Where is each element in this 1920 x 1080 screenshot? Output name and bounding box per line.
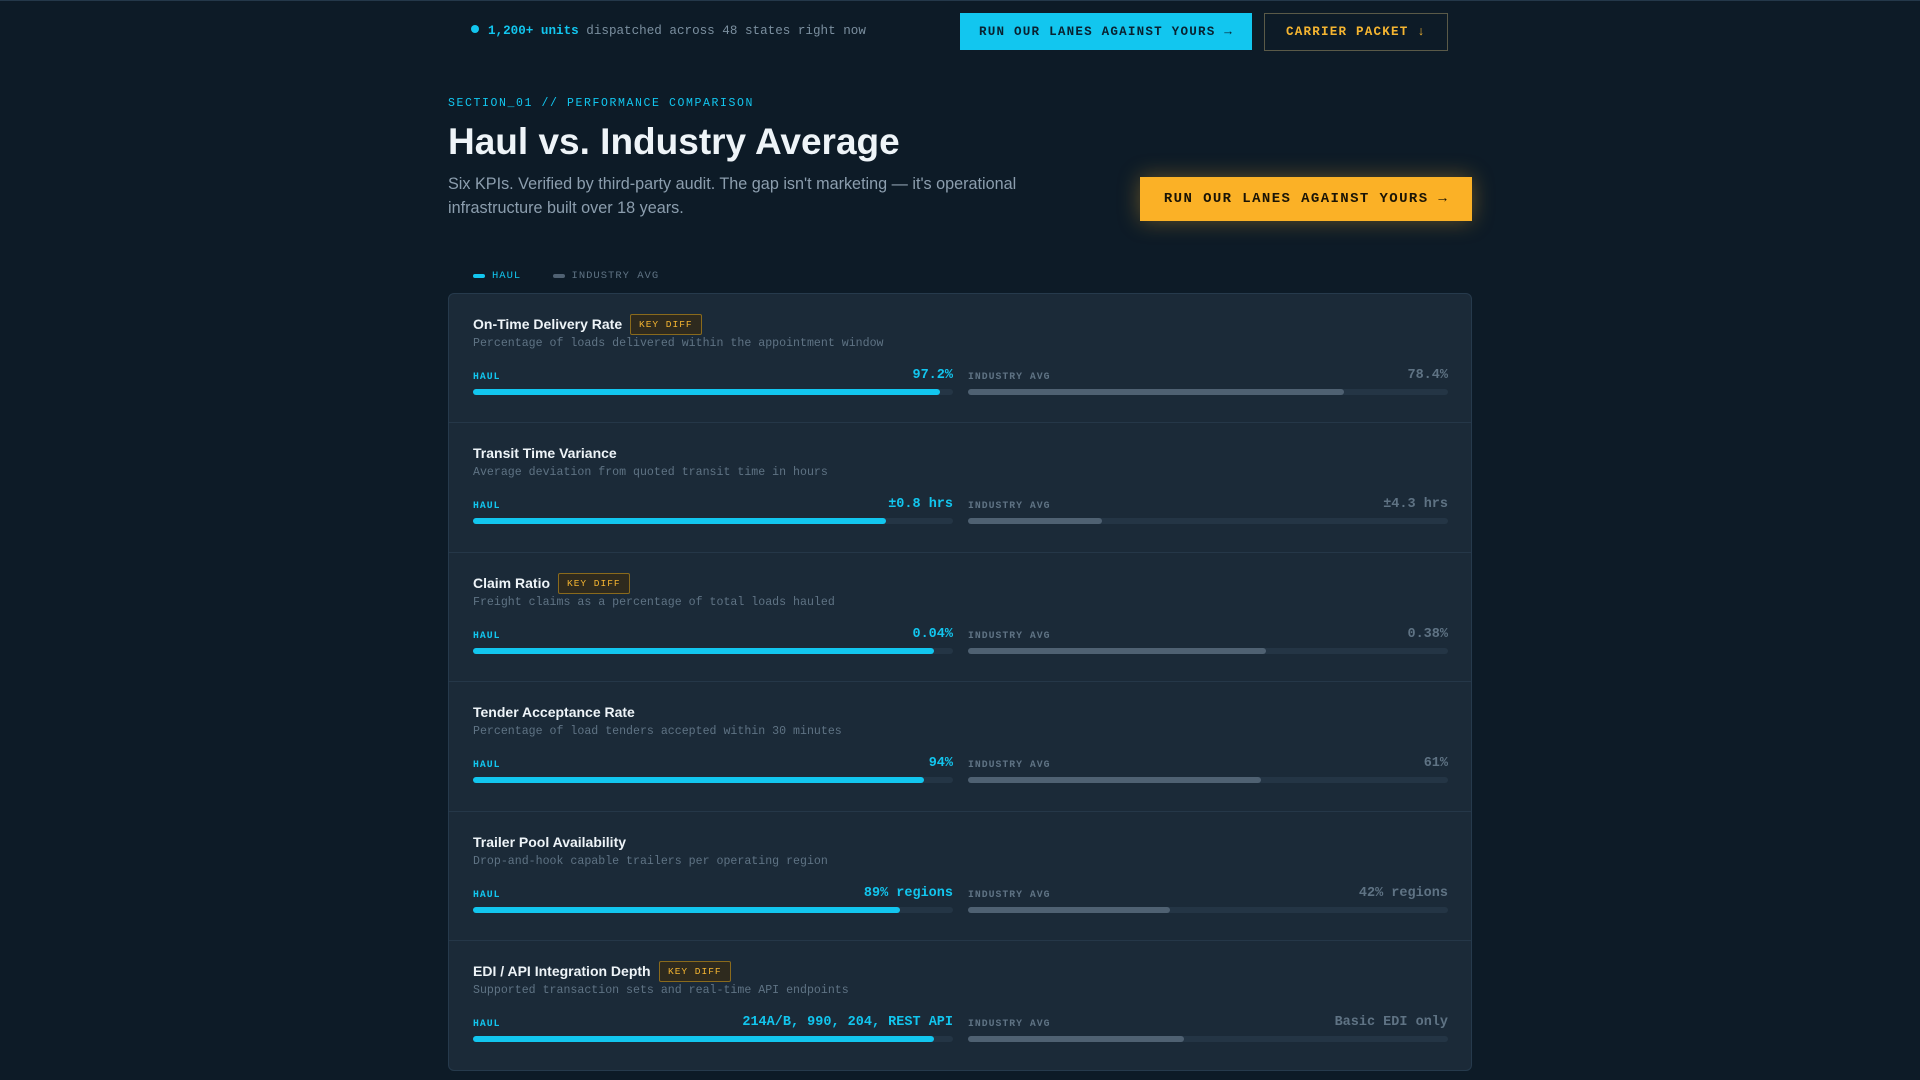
live-indicator-icon: [471, 25, 479, 33]
industry-bar-fill: [968, 1035, 1184, 1042]
haul-value: ±0.8 hrs: [888, 497, 953, 513]
legend: HAUL INDUSTRY AVG: [473, 270, 659, 283]
live-dispatch-status: 1,200+ units dispatched across 48 states…: [471, 24, 866, 38]
haul-label: HAUL: [473, 629, 501, 641]
industry-label: INDUSTRY AVG: [968, 1017, 1051, 1029]
haul-bar-track: [473, 906, 953, 913]
haul-metric: HAUL ±0.8 hrs: [473, 497, 953, 533]
industry-label: INDUSTRY AVG: [968, 888, 1051, 900]
industry-bar-track: [968, 906, 1448, 913]
legend-haul-swatch-icon: [473, 274, 485, 278]
industry-value: ±4.3 hrs: [1383, 497, 1448, 513]
key-diff-badge: KEY DIFF: [630, 314, 702, 335]
haul-bar-track: [473, 777, 953, 784]
industry-value: 42% regions: [1358, 885, 1448, 901]
haul-bar-fill: [473, 1035, 934, 1042]
haul-value: 214A/B, 990, 204, REST API: [742, 1014, 953, 1030]
industry-bar-track: [968, 518, 1448, 525]
kpi-title: EDI / API Integration Depth: [473, 962, 651, 979]
haul-value: 89% regions: [863, 885, 953, 901]
industry-metric: INDUSTRY AVG 61%: [968, 756, 1448, 792]
industry-bar-fill: [968, 906, 1170, 913]
key-diff-badge: KEY DIFF: [558, 572, 630, 594]
live-text: dispatched across 48 states right now: [586, 24, 866, 38]
haul-label: HAUL: [473, 500, 501, 512]
industry-bar-fill: [968, 518, 1103, 525]
haul-bar-track: [473, 518, 953, 525]
industry-value: 78.4%: [1407, 368, 1448, 383]
haul-label: HAUL: [473, 759, 501, 771]
industry-label: INDUSTRY AVG: [968, 629, 1051, 641]
industry-bar-track: [968, 1035, 1448, 1042]
industry-label: INDUSTRY AVG: [968, 371, 1051, 382]
kpi-title: Claim Ratio: [473, 574, 551, 591]
kpi-description: Drop-and-hook capable trailers per opera…: [473, 854, 828, 868]
section-eyebrow: SECTION_01 // PERFORMANCE COMPARISON: [448, 97, 755, 110]
page-subtitle: Six KPIs. Verified by third-party audit.…: [448, 175, 1017, 217]
kpi-title: Trailer Pool Availability: [473, 833, 627, 850]
kpi-row: EDI / API Integration Depth KEY DIFF Sup…: [449, 941, 1471, 1070]
haul-bar-fill: [473, 647, 934, 654]
industry-metric: INDUSTRY AVG 78.4%: [968, 368, 1448, 404]
industry-bar-track: [968, 389, 1448, 395]
haul-bar-track: [473, 647, 953, 654]
industry-value: Basic EDI only: [1334, 1014, 1448, 1030]
run-lanes-button-hero[interactable]: RUN OUR LANES AGAINST YOURS →: [1140, 177, 1472, 221]
industry-bar-track: [968, 777, 1448, 784]
kpi-row: On-Time Delivery Rate KEY DIFF Percentag…: [449, 294, 1471, 424]
live-count: 1,200+ units: [488, 24, 579, 38]
industry-bar-track: [968, 647, 1448, 654]
haul-bar-fill: [473, 389, 940, 395]
page-title: Haul vs. Industry Average: [448, 121, 900, 162]
kpi-row: Tender Acceptance Rate Percentage of loa…: [449, 682, 1471, 812]
kpi-row: Trailer Pool Availability Drop-and-hook …: [449, 812, 1471, 941]
haul-bar-track: [473, 389, 953, 395]
run-lanes-button-top[interactable]: RUN OUR LANES AGAINST YOURS →: [960, 13, 1252, 50]
legend-haul-label: HAUL: [492, 270, 522, 282]
industry-bar-fill: [968, 777, 1261, 784]
industry-value: 0.38%: [1407, 626, 1448, 642]
top-bar: 1,200+ units dispatched across 48 states…: [448, 13, 1448, 51]
kpi-description: Percentage of load tenders accepted with…: [473, 725, 842, 739]
industry-value: 61%: [1423, 756, 1448, 772]
kpi-row: Claim Ratio KEY DIFF Freight claims as a…: [449, 553, 1471, 683]
haul-bar-track: [473, 1035, 953, 1042]
haul-metric: HAUL 214A/B, 990, 204, REST API: [473, 1015, 953, 1051]
kpi-title: On-Time Delivery Rate: [473, 316, 623, 332]
industry-metric: INDUSTRY AVG 0.38%: [968, 627, 1448, 663]
haul-value: 94%: [928, 756, 953, 772]
industry-bar-fill: [968, 647, 1266, 654]
industry-bar-fill: [968, 389, 1345, 395]
kpi-title: Transit Time Variance: [473, 445, 617, 462]
industry-label: INDUSTRY AVG: [968, 759, 1051, 771]
haul-metric: HAUL 89% regions: [473, 886, 953, 922]
kpi-description: Percentage of loads delivered within the…: [473, 337, 884, 350]
top-border: [0, 0, 1920, 1]
industry-metric: INDUSTRY AVG ±4.3 hrs: [968, 497, 1448, 533]
haul-metric: HAUL 0.04%: [473, 627, 953, 663]
haul-bar-fill: [473, 518, 886, 525]
legend-industry-label: INDUSTRY AVG: [571, 270, 660, 282]
haul-label: HAUL: [473, 371, 501, 382]
key-diff-badge: KEY DIFF: [659, 960, 731, 982]
kpi-description: Supported transaction sets and real-time…: [473, 983, 849, 997]
industry-metric: INDUSTRY AVG 42% regions: [968, 886, 1448, 922]
kpi-row: Transit Time Variance Average deviation …: [449, 423, 1471, 553]
industry-label: INDUSTRY AVG: [968, 500, 1051, 512]
industry-metric: INDUSTRY AVG Basic EDI only: [968, 1015, 1448, 1051]
kpi-title: Tender Acceptance Rate: [473, 704, 635, 721]
haul-label: HAUL: [473, 1017, 501, 1029]
haul-metric: HAUL 94%: [473, 756, 953, 792]
kpi-comparison-panel: On-Time Delivery Rate KEY DIFF Percentag…: [448, 293, 1472, 1071]
haul-bar-fill: [473, 906, 901, 913]
haul-value: 97.2%: [912, 368, 953, 383]
haul-value: 0.04%: [912, 626, 953, 642]
haul-label: HAUL: [473, 888, 501, 900]
haul-bar-fill: [473, 777, 925, 784]
kpi-description: Average deviation from quoted transit ti…: [473, 466, 828, 480]
haul-metric: HAUL 97.2%: [473, 368, 953, 404]
carrier-packet-button[interactable]: CARRIER PACKET ↓: [1264, 13, 1448, 51]
legend-industry-swatch-icon: [552, 274, 565, 278]
kpi-description: Freight claims as a percentage of total …: [473, 595, 835, 609]
